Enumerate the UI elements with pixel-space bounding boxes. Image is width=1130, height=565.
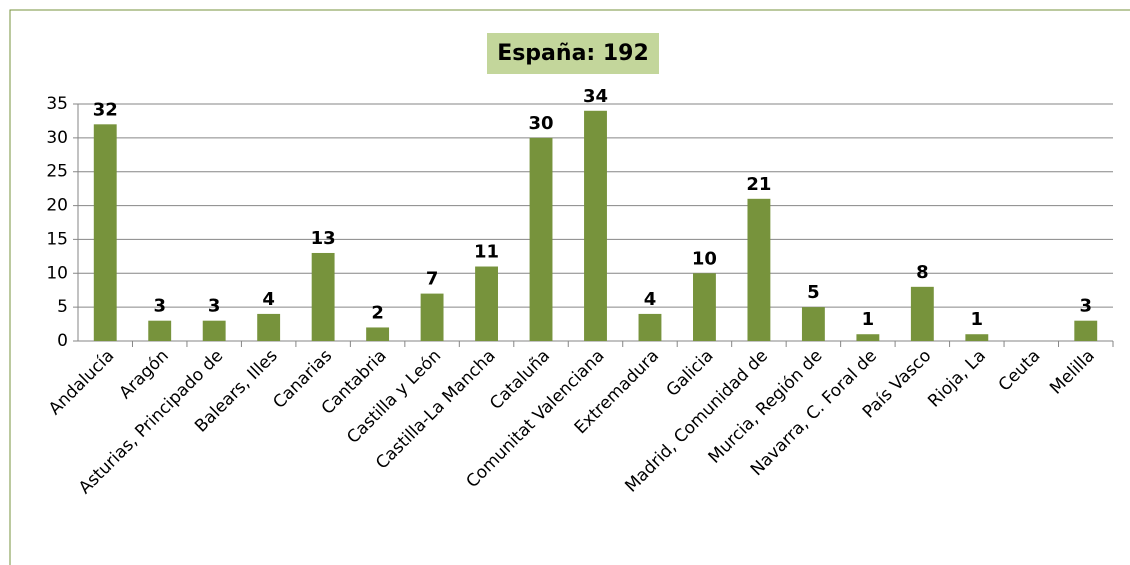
bar [311, 252, 335, 341]
title-box [487, 33, 659, 74]
data-label: 1 [862, 309, 875, 330]
bar [965, 334, 989, 341]
bar [93, 124, 117, 341]
bar [529, 137, 553, 341]
bar [148, 320, 172, 341]
data-label: 3 [1079, 296, 1092, 317]
bar [1074, 320, 1098, 341]
bar [693, 273, 716, 341]
y-tick-label: 10 [46, 263, 68, 283]
chart-title: España: 192 [497, 41, 649, 66]
y-tick-label: 30 [46, 128, 68, 148]
data-label: 3 [208, 296, 221, 317]
bar [584, 110, 607, 342]
bar [202, 320, 226, 341]
data-label: 34 [583, 86, 608, 107]
x-tick-label: Rioja, La [924, 346, 990, 412]
y-tick-label: 20 [46, 196, 68, 216]
y-tick-label: 5 [57, 297, 68, 317]
data-label: 13 [311, 228, 336, 249]
data-label: 30 [528, 113, 553, 134]
y-tick-label: 35 [46, 94, 68, 114]
data-label: 4 [644, 289, 657, 310]
data-label: 7 [426, 269, 439, 290]
y-tick-label: 15 [46, 229, 68, 249]
data-label: 10 [692, 248, 717, 269]
data-label: 32 [93, 99, 118, 120]
chart-frame [9, 9, 1130, 565]
data-label: 1 [971, 309, 984, 330]
data-label: 3 [153, 296, 166, 317]
data-label: 4 [262, 289, 275, 310]
x-tick-label: Castilla y León [343, 346, 445, 448]
bar [366, 327, 390, 341]
data-label: 11 [474, 242, 499, 263]
bar [910, 286, 934, 341]
bar [475, 266, 498, 341]
bar [747, 198, 771, 341]
bar [420, 293, 444, 341]
bar [856, 334, 880, 341]
x-tick-label: Andalucía [45, 346, 118, 419]
bar [638, 313, 662, 341]
y-tick-label: 0 [57, 331, 68, 351]
y-tick-label: 25 [46, 162, 68, 182]
data-label: 5 [807, 282, 820, 303]
x-tick-label: Galicia [663, 346, 718, 401]
bar [257, 313, 281, 341]
x-tick-label: Ceuta [995, 346, 1045, 396]
data-label: 8 [916, 262, 929, 283]
data-label: 2 [371, 302, 384, 323]
x-tick-label: Melilla [1046, 346, 1099, 399]
data-label: 21 [746, 174, 771, 195]
bar [801, 307, 825, 341]
